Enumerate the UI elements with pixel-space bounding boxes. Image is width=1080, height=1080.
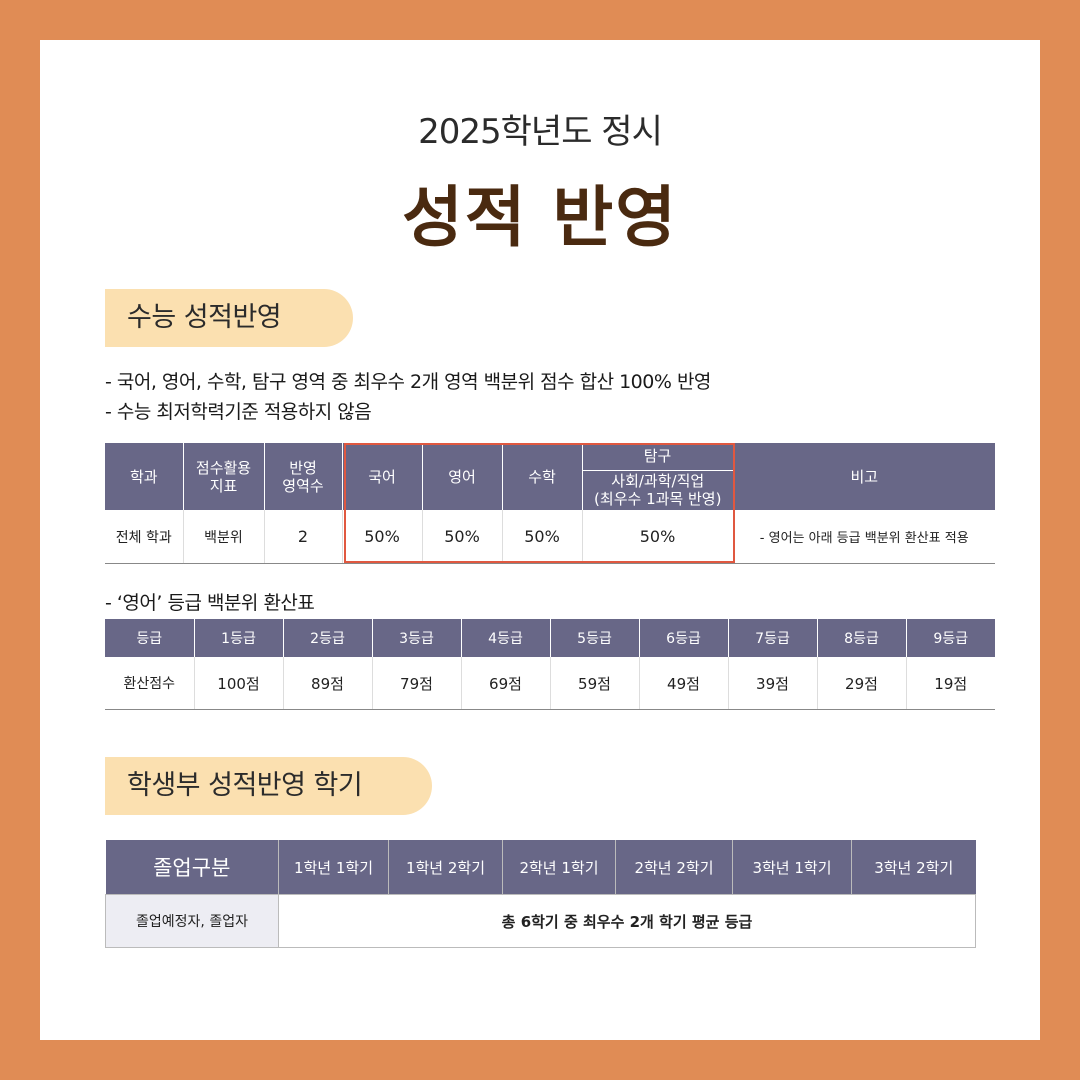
grade-header-label: 등급 [105, 619, 195, 657]
semester-table: 졸업구분 1학년 1학기 1학년 2학기 2학년 1학기 2학년 2학기 3학년… [105, 840, 976, 948]
note-line: - 수능 최저학력기준 적용하지 않음 [105, 401, 372, 423]
cell-dept: 전체 학과 [105, 510, 184, 564]
grade-header: 7등급 [728, 619, 818, 657]
semester-header: 3학년 1학기 [732, 840, 852, 895]
score-cell: 89점 [283, 657, 373, 710]
table-row: 환산점수 100점 89점 79점 69점 59점 49점 39점 29점 19… [105, 657, 995, 710]
cell-score-index: 백분위 [183, 510, 265, 564]
score-cell: 29점 [817, 657, 907, 710]
grade-header: 8등급 [817, 619, 907, 657]
col-header-dept: 학과 [105, 443, 184, 510]
table-row: 전체 학과 백분위 2 50% 50% 50% 50% - 영어는 아래 등급 … [105, 510, 995, 564]
score-cell: 39점 [728, 657, 818, 710]
col-header-korean: 국어 [342, 443, 423, 510]
note-line: - 국어, 영어, 수학, 탐구 영역 중 최우수 2개 영역 백분위 점수 합… [105, 371, 711, 393]
grade-header: 4등급 [461, 619, 551, 657]
semester-header: 3학년 2학기 [851, 840, 976, 895]
cell-inquiry: 50% [582, 510, 734, 564]
score-cell: 79점 [372, 657, 462, 710]
cell-area-count: 2 [264, 510, 343, 564]
semester-header: 1학년 1학기 [278, 840, 389, 895]
section-heading-suneung: 수능 성적반영 [105, 289, 353, 347]
semester-header: 2학년 1학기 [502, 840, 616, 895]
semester-header: 2학년 2학기 [615, 840, 733, 895]
semester-header: 1학년 2학기 [388, 840, 503, 895]
suneung-table: 학과 점수활용 지표 반영 영역수 국어 영어 수학 탐구 비고 사회/과학/직… [105, 443, 995, 564]
section-heading-school-record: 학생부 성적반영 학기 [105, 757, 432, 815]
col-header-remark: 비고 [733, 443, 995, 510]
graduation-header-label: 졸업구분 [105, 840, 279, 895]
page-title: 성적 반영 [402, 179, 678, 256]
score-cell: 49점 [639, 657, 729, 710]
cell-remark: - 영어는 아래 등급 백분위 환산표 적용 [733, 510, 995, 564]
col-header-math: 수학 [502, 443, 583, 510]
graduation-row-label: 졸업예정자, 졸업자 [105, 894, 279, 948]
table-row: 졸업예정자, 졸업자 총 6학기 중 최우수 2개 학기 평균 등급 [105, 894, 976, 948]
score-cell: 100점 [194, 657, 284, 710]
score-cell: 69점 [461, 657, 551, 710]
grade-header: 5등급 [550, 619, 640, 657]
grade-header: 2등급 [283, 619, 373, 657]
grade-header: 6등급 [639, 619, 729, 657]
col-header-inquiry-sub: 사회/과학/직업 (최우수 1과목 반영) [582, 469, 733, 510]
score-cell: 59점 [550, 657, 640, 710]
page-subtitle: 2025학년도 정시 [418, 112, 663, 152]
score-cell: 19점 [906, 657, 995, 710]
col-header-inquiry: 탐구 [582, 443, 734, 470]
cell-math: 50% [502, 510, 583, 564]
cell-english: 50% [422, 510, 503, 564]
score-row-label: 환산점수 [105, 657, 195, 710]
grade-header: 1등급 [194, 619, 284, 657]
content-card: 2025학년도 정시 성적 반영 수능 성적반영 - 국어, 영어, 수학, 탐… [40, 40, 1040, 1040]
english-conversion-note: - ‘영어’ 등급 백분위 환산표 [105, 592, 315, 614]
english-grade-table: 등급 1등급 2등급 3등급 4등급 5등급 6등급 7등급 8등급 9등급 환… [105, 619, 995, 710]
col-header-area-count: 반영 영역수 [264, 443, 343, 510]
graduation-row-value: 총 6학기 중 최우수 2개 학기 평균 등급 [278, 894, 976, 948]
col-header-english: 영어 [422, 443, 503, 510]
cell-korean: 50% [342, 510, 423, 564]
col-header-score-index: 점수활용 지표 [183, 443, 265, 510]
grade-header: 9등급 [906, 619, 995, 657]
grade-header: 3등급 [372, 619, 462, 657]
